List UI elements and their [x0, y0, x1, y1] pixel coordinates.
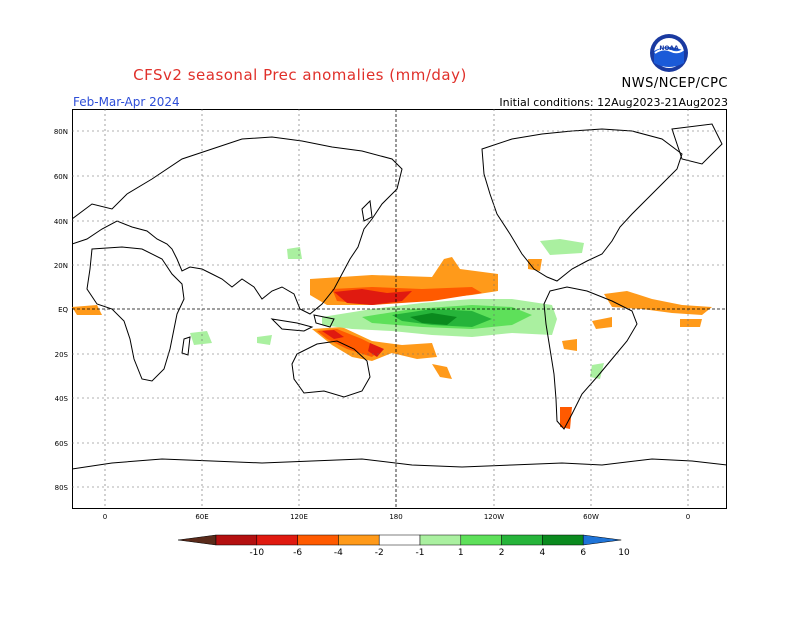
lon-label: 60W: [583, 513, 599, 521]
colorbar-box: [501, 534, 543, 546]
colorbar-labels: -10 -6 -4 -2 -1 1 2 4 6 10: [249, 548, 630, 558]
lon-label: 120W: [484, 513, 504, 521]
colorbar-label: 4: [540, 548, 546, 558]
lat-label: 80N: [54, 128, 68, 136]
lat-label: EQ: [58, 306, 68, 314]
colorbar-box: [338, 534, 380, 546]
lon-label: 60E: [195, 513, 208, 521]
colorbar-label: -10: [249, 548, 264, 558]
colorbar-box: [297, 534, 339, 546]
colorbar-label: -1: [416, 548, 425, 558]
agency-label: NWS/NCEP/CPC: [621, 76, 728, 91]
colorbar-box: [460, 534, 502, 546]
lat-labels: 80N 60N 40N 20N EQ 20S 40S 60S 80S: [54, 128, 69, 492]
colorbar-box: [256, 534, 298, 546]
lat-label: 80S: [55, 484, 69, 492]
lat-label: 20S: [55, 351, 69, 359]
anomaly-field: [72, 239, 712, 429]
colorbar-box: [378, 534, 421, 546]
colorbar-label: 2: [499, 548, 505, 558]
lat-label: 60S: [55, 440, 69, 448]
lat-label: 60N: [54, 173, 68, 181]
colorbar-box: [419, 534, 462, 546]
colorbar-label: -4: [334, 548, 343, 558]
lon-label: 180: [389, 513, 402, 521]
lon-label: 0: [686, 513, 690, 521]
lat-label: 40N: [54, 218, 68, 226]
lon-label: 0: [103, 513, 107, 521]
colorbar-boxes: [177, 534, 622, 546]
lat-label: 20N: [54, 262, 68, 270]
logo-text: NOAA: [659, 45, 679, 52]
coastlines: [72, 123, 727, 470]
noaa-logo-icon: NOAA: [650, 34, 688, 72]
lon-label: 120E: [290, 513, 308, 521]
colorbar-label: 1: [458, 548, 464, 558]
lat-label: 40S: [55, 395, 69, 403]
colorbar-box: [215, 534, 258, 546]
colorbar-label: 10: [618, 548, 630, 558]
map-panel: [72, 109, 727, 509]
colorbar-label: 6: [580, 548, 586, 558]
lon-labels: 0 60E 120E 180 120W 60W 0: [103, 513, 690, 521]
initial-conditions-label: Initial conditions: 12Aug2023-21Aug2023: [499, 96, 728, 109]
colorbar-box: [542, 534, 584, 546]
colorbar-right-arrow: [582, 534, 622, 546]
colorbar-label: -6: [293, 548, 302, 558]
colorbar-left-arrow: [177, 534, 217, 546]
season-label: Feb-Mar-Apr 2024: [73, 95, 180, 109]
colorbar: -10 -6 -4 -2 -1 1 2 4 6 10: [177, 534, 630, 558]
map-title: CFSv2 seasonal Prec anomalies (mm/day): [133, 66, 467, 84]
colorbar-label: -2: [375, 548, 384, 558]
